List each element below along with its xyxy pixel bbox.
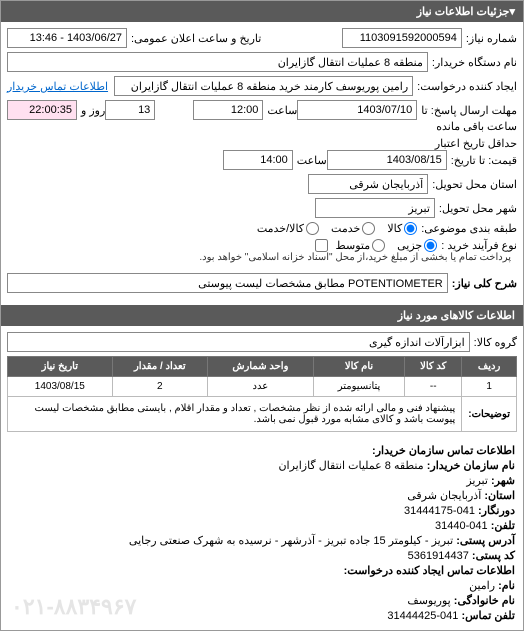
proc-small-label: جزیی xyxy=(397,239,422,252)
group-label: گروه کالا: xyxy=(474,336,517,349)
cell-date: 1403/08/15 xyxy=(8,377,113,397)
cat-khadamat-radio[interactable] xyxy=(362,222,375,235)
min-price-date-input[interactable] xyxy=(327,150,447,170)
deadline-time-label: ساعت xyxy=(267,104,297,117)
address-label: آدرس پستی: xyxy=(456,535,515,547)
contact-block: اطلاعات تماس سازمان خریدار: نام سازمان خ… xyxy=(1,438,523,630)
org-value: منطقه 8 عملیات انتقال گازایران xyxy=(278,460,423,472)
deadline-date-input[interactable] xyxy=(297,100,417,120)
proc-small-radio[interactable] xyxy=(424,239,437,252)
notes-label-cell: توضیحات: xyxy=(462,397,517,432)
table-row[interactable]: 1 -- پتانسیومتر عدد 2 1403/08/15 xyxy=(8,377,517,397)
name-value: رامین xyxy=(469,580,495,592)
fax-value: 041-31444175 xyxy=(404,505,475,517)
min-price-label2: قیمت: تا تاریخ: xyxy=(451,154,517,167)
contact-section-title: اطلاعات تماس سازمان خریدار: xyxy=(9,444,515,457)
panel-header[interactable]: ▾ جزئیات اطلاعات نیاز xyxy=(1,1,523,22)
notes-label: توضیحات: xyxy=(468,409,510,420)
cat-kala-option[interactable]: کالا xyxy=(387,222,417,235)
contact-link[interactable]: اطلاعات تماس خریدار xyxy=(7,80,108,93)
cell-unit: عدد xyxy=(207,377,313,397)
city-input[interactable] xyxy=(315,198,435,218)
cat-kala-khadamat-radio[interactable] xyxy=(306,222,319,235)
name-label: نام: xyxy=(498,580,515,592)
req-number-label: شماره نیاز: xyxy=(466,32,517,45)
postal-label: کد پستی: xyxy=(472,550,515,562)
remaining-time-input[interactable] xyxy=(7,100,77,120)
cat-khadamat-label: خدمت xyxy=(331,222,360,235)
table-desc-row: توضیحات: پیشنهاد فنی و مالی ارائه شده از… xyxy=(8,397,517,432)
address-value: تبریز - کیلومتر 15 جاده تبریز - آذرشهر -… xyxy=(129,535,453,547)
org-label: نام سازمان خریدار: xyxy=(427,460,515,472)
city-label: شهر محل تحویل: xyxy=(439,202,517,215)
remaining-days-label: روز و xyxy=(81,104,105,117)
category-radio-group: کالا خدمت کالا/خدمت xyxy=(249,222,417,235)
min-price-time-label: ساعت xyxy=(297,154,327,167)
remaining-time-label: ساعت باقی مانده xyxy=(436,120,517,133)
proc-note-check[interactable] xyxy=(315,239,328,252)
announce-label: تاریخ و ساعت اعلان عمومی: xyxy=(131,32,261,45)
col-date: تاریخ نیاز xyxy=(8,357,113,377)
fax-label: دورنگار: xyxy=(478,505,515,517)
desc-label: شرح کلی نیاز: xyxy=(452,277,517,290)
phone2-label: تلفن تماس: xyxy=(461,610,515,622)
min-price-time-input[interactable] xyxy=(223,150,293,170)
device-label: نام دستگاه خریدار: xyxy=(432,56,517,69)
col-unit: واحد شمارش xyxy=(207,357,313,377)
family-value: پوریوسف xyxy=(407,595,450,607)
goods-section-title: اطلاعات کالاهای مورد نیاز xyxy=(1,305,523,326)
cat-kala-khadamat-label: کالا/خدمت xyxy=(257,222,304,235)
proc-medium-option[interactable]: متوسط xyxy=(336,239,386,252)
family-label: نام خانوادگی: xyxy=(454,595,515,607)
contact-city-label: شهر: xyxy=(491,475,515,487)
proc-medium-radio[interactable] xyxy=(372,239,385,252)
proc-medium-label: متوسط xyxy=(336,239,371,252)
cell-qty: 2 xyxy=(112,377,207,397)
cell-row: 1 xyxy=(462,377,517,397)
proc-small-option[interactable]: جزیی xyxy=(397,239,437,252)
contact-province-value: آذربایجان شرقی xyxy=(407,490,481,502)
creator-label: ایجاد کننده درخواست: xyxy=(417,80,517,93)
contact-province-label: استان: xyxy=(484,490,515,502)
proc-note-text: پرداخت تمام یا بخشی از مبلغ خرید،از محل … xyxy=(199,252,511,263)
creator-input[interactable] xyxy=(114,76,413,96)
deadline-time-input[interactable] xyxy=(193,100,263,120)
col-qty: تعداد / مقدار xyxy=(112,357,207,377)
collapse-icon: ▾ xyxy=(509,5,515,18)
phone2-value: 041-31444425 xyxy=(387,610,458,622)
col-code: کد کالا xyxy=(405,357,462,377)
proc-note-checkbox[interactable] xyxy=(315,239,328,252)
device-input[interactable] xyxy=(7,52,428,72)
panel-title: جزئیات اطلاعات نیاز xyxy=(417,5,510,18)
province-label: استان محل تحویل: xyxy=(432,178,517,191)
phone-value: 041-31440 xyxy=(435,520,488,532)
cell-name: پتانسیومتر xyxy=(313,377,404,397)
announce-input[interactable] xyxy=(7,28,127,48)
cat-kala-radio[interactable] xyxy=(404,222,417,235)
phone-label: تلفن: xyxy=(491,520,515,532)
desc-input[interactable] xyxy=(7,273,448,293)
cell-code: -- xyxy=(405,377,462,397)
process-label: نوع فرآیند خرید : xyxy=(441,239,517,252)
cat-kala-khadamat-option[interactable]: کالا/خدمت xyxy=(257,222,319,235)
category-label: طبقه بندی موضوعی: xyxy=(421,222,517,235)
deadline-label: مهلت ارسال پاسخ: تا xyxy=(421,104,517,117)
col-row: ردیف xyxy=(462,357,517,377)
goods-table: ردیف کد کالا نام کالا واحد شمارش تعداد /… xyxy=(7,356,517,432)
process-radio-group: جزیی متوسط xyxy=(328,239,438,252)
req-number-input[interactable] xyxy=(342,28,462,48)
contact-city-value: تبریز xyxy=(466,475,488,487)
notes-value-cell: پیشنهاد فنی و مالی ارائه شده از نظر مشخص… xyxy=(8,397,462,432)
min-price-label: حداقل تاریخ اعتبار xyxy=(435,137,517,150)
cat-khadamat-option[interactable]: خدمت xyxy=(331,222,375,235)
remaining-days-input[interactable] xyxy=(105,100,155,120)
group-input[interactable] xyxy=(7,332,470,352)
req-contact-title: اطلاعات تماس ایجاد کننده درخواست: xyxy=(9,564,515,577)
province-input[interactable] xyxy=(308,174,428,194)
cat-kala-label: کالا xyxy=(387,222,402,235)
postal-value: 5361914437 xyxy=(408,550,469,562)
col-name: نام کالا xyxy=(313,357,404,377)
